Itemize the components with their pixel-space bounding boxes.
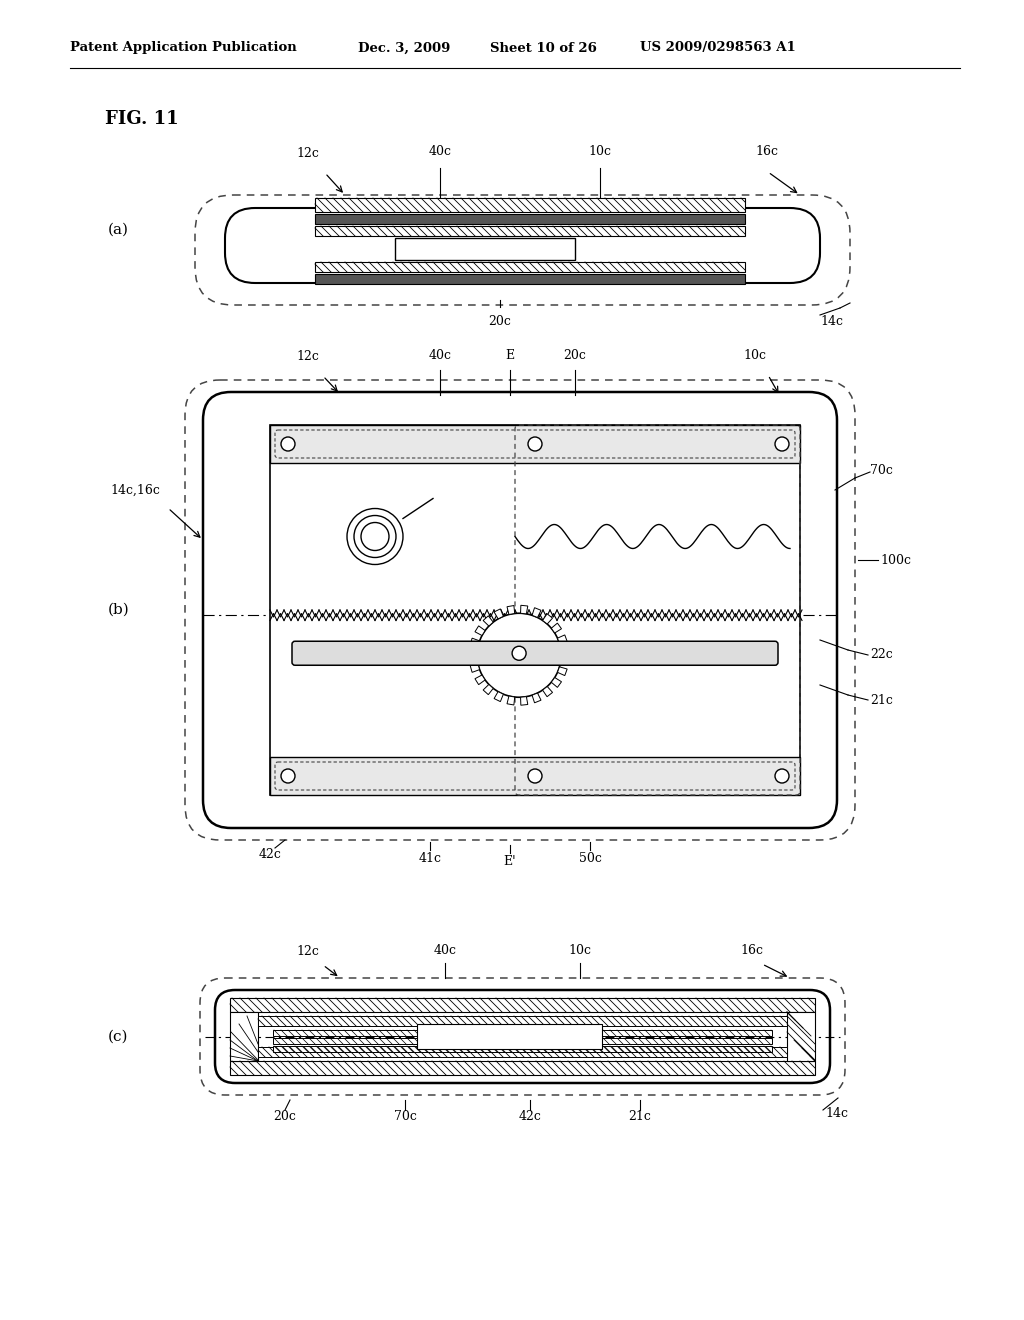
Polygon shape: [532, 693, 541, 702]
Bar: [787, 1012, 815, 1061]
Polygon shape: [557, 667, 567, 676]
Bar: [230, 1061, 815, 1074]
Circle shape: [509, 645, 529, 665]
Text: 40c: 40c: [428, 145, 452, 158]
Polygon shape: [475, 675, 485, 685]
Text: (c): (c): [108, 1030, 128, 1044]
Bar: [315, 261, 745, 272]
Polygon shape: [543, 614, 553, 624]
Text: 70c: 70c: [870, 463, 893, 477]
Polygon shape: [469, 652, 477, 659]
Circle shape: [528, 437, 542, 451]
Text: 70c: 70c: [393, 1110, 417, 1123]
Polygon shape: [507, 606, 515, 615]
Polygon shape: [557, 635, 567, 644]
Bar: [258, 1016, 787, 1026]
Circle shape: [512, 647, 526, 660]
Circle shape: [775, 437, 790, 451]
Text: 10c: 10c: [589, 145, 611, 158]
Text: 21c: 21c: [870, 693, 893, 706]
Text: E': E': [504, 855, 516, 869]
Text: 10c: 10c: [743, 348, 767, 362]
Text: 42c: 42c: [259, 847, 282, 861]
Text: (b): (b): [108, 603, 130, 616]
Polygon shape: [470, 638, 479, 647]
Circle shape: [281, 437, 295, 451]
Text: 20c: 20c: [488, 315, 511, 327]
Polygon shape: [483, 616, 494, 626]
Polygon shape: [551, 677, 561, 688]
Text: 20c: 20c: [563, 348, 587, 362]
Bar: [230, 998, 815, 1012]
Text: 14c: 14c: [825, 1107, 848, 1119]
Text: 10c: 10c: [568, 944, 592, 957]
Polygon shape: [532, 607, 541, 618]
Text: 12c: 12c: [297, 147, 319, 160]
Polygon shape: [520, 697, 527, 705]
Circle shape: [528, 770, 542, 783]
Polygon shape: [475, 626, 485, 635]
Circle shape: [775, 770, 790, 783]
Bar: [315, 226, 745, 236]
Bar: [270, 756, 800, 795]
Text: 14c,16c: 14c,16c: [110, 483, 160, 496]
FancyBboxPatch shape: [225, 209, 820, 282]
Text: 42c: 42c: [518, 1110, 542, 1123]
Polygon shape: [543, 686, 553, 697]
Bar: [270, 425, 800, 795]
Bar: [270, 425, 800, 463]
Text: 16c: 16c: [740, 944, 763, 957]
Text: 21c: 21c: [629, 1110, 651, 1123]
Polygon shape: [470, 664, 479, 672]
Bar: [395, 238, 575, 260]
Polygon shape: [495, 609, 504, 619]
FancyBboxPatch shape: [292, 642, 778, 665]
Polygon shape: [495, 692, 504, 702]
Polygon shape: [507, 696, 515, 705]
Text: 50c: 50c: [579, 851, 601, 865]
Text: Dec. 3, 2009: Dec. 3, 2009: [358, 41, 451, 54]
Bar: [230, 1012, 258, 1061]
FancyBboxPatch shape: [215, 990, 830, 1082]
Text: Patent Application Publication: Patent Application Publication: [70, 41, 297, 54]
Text: FIG. 11: FIG. 11: [105, 110, 178, 128]
Polygon shape: [551, 623, 561, 634]
Bar: [315, 214, 745, 224]
Text: US 2009/0298563 A1: US 2009/0298563 A1: [640, 41, 796, 54]
Circle shape: [281, 770, 295, 783]
Bar: [258, 1047, 787, 1057]
Polygon shape: [561, 648, 569, 655]
Text: 100c: 100c: [880, 553, 911, 566]
Bar: [273, 1038, 772, 1044]
Polygon shape: [483, 685, 494, 694]
Text: 12c: 12c: [297, 350, 319, 363]
Bar: [315, 198, 745, 213]
Bar: [417, 1024, 602, 1049]
Text: 16c: 16c: [755, 145, 778, 158]
Circle shape: [477, 614, 561, 697]
Text: 14c: 14c: [820, 315, 843, 327]
Text: E: E: [506, 348, 515, 362]
Bar: [273, 1045, 772, 1052]
Polygon shape: [561, 655, 569, 663]
Bar: [315, 275, 745, 284]
Text: 40c: 40c: [433, 944, 457, 957]
Text: Sheet 10 of 26: Sheet 10 of 26: [490, 41, 597, 54]
Bar: [273, 1030, 772, 1036]
FancyBboxPatch shape: [203, 392, 837, 828]
Text: 20c: 20c: [273, 1110, 296, 1123]
Text: 40c: 40c: [428, 348, 452, 362]
Text: 41c: 41c: [419, 851, 441, 865]
Text: 12c: 12c: [297, 945, 319, 958]
Text: (a): (a): [108, 223, 129, 238]
Polygon shape: [520, 606, 527, 614]
Text: 22c: 22c: [870, 648, 893, 661]
